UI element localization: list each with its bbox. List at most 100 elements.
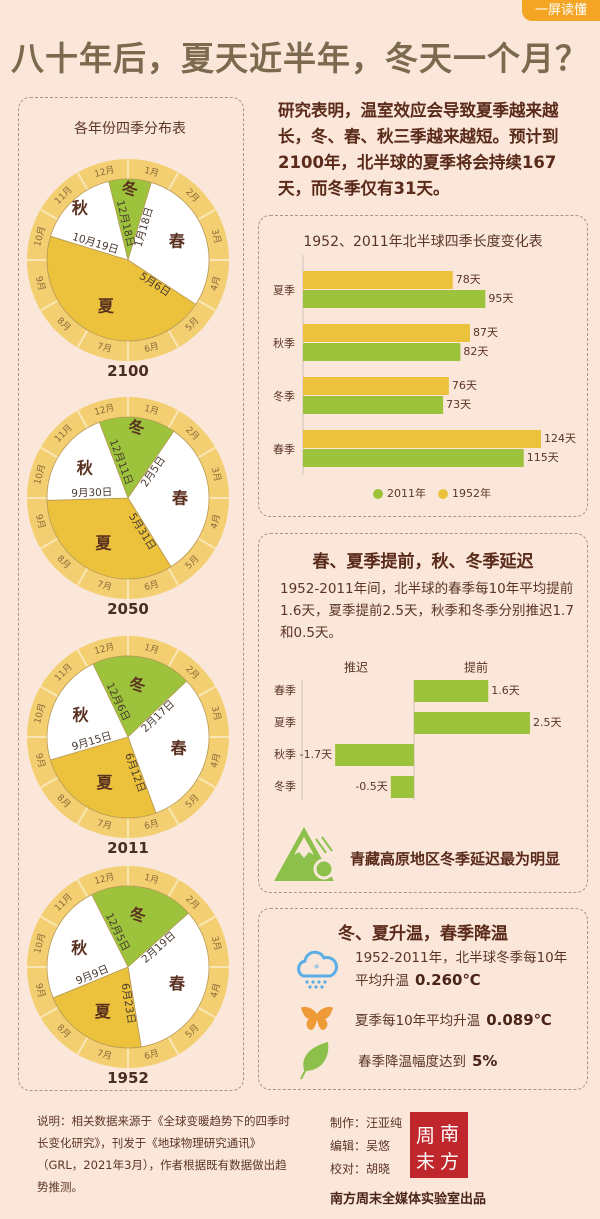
credit-proofreader: 校对：胡晓 — [330, 1162, 391, 1176]
month-divider — [197, 685, 216, 698]
bar-2011年 — [303, 449, 524, 467]
page-title: 八十年后，夏天近半年，冬天一个月？ — [11, 39, 589, 78]
month-label: 10月 — [32, 225, 48, 248]
month-label: 4月 — [209, 275, 223, 292]
month-label: 12月 — [93, 402, 116, 418]
pie-slice-summer — [52, 966, 142, 1049]
temperature-panel — [258, 908, 588, 1090]
bar-value-label: 82天 — [463, 345, 488, 358]
month-divider — [40, 299, 59, 312]
publisher-logo: 周南 末方 — [410, 1112, 468, 1178]
svg-text:末: 末 — [416, 1151, 435, 1173]
month-label: 6月 — [143, 341, 160, 355]
month-label: 12月 — [93, 871, 116, 887]
shift-bar — [390, 776, 414, 798]
winter-warming-text: 1952-2011年，北半球冬季每10年 平均升温 0.260℃ — [355, 947, 567, 992]
pie-year-label: 2050 — [107, 600, 149, 618]
month-divider — [167, 329, 180, 348]
month-divider — [197, 915, 216, 928]
season-name-winter: 冬 — [130, 905, 146, 924]
bar-value-label: 87天 — [473, 326, 498, 339]
pie-slice-autumn — [46, 663, 129, 761]
month-label: 12月 — [93, 164, 116, 180]
month-label: 1月 — [143, 872, 160, 886]
butterfly-icon — [301, 1006, 333, 1030]
category-label: 冬季 — [274, 779, 296, 793]
month-divider — [167, 567, 180, 586]
legend-label: 2011年 — [387, 486, 426, 500]
pie-slice-autumn — [46, 894, 129, 999]
month-divider — [197, 1006, 216, 1019]
season-name-spring: 春 — [168, 974, 186, 993]
category-label: 春季 — [274, 684, 296, 697]
pie-slice-summer — [49, 736, 157, 819]
category-label: 春季 — [273, 443, 295, 456]
bar-value-label: 78天 — [456, 273, 481, 286]
month-divider — [167, 172, 180, 191]
month-divider — [167, 1036, 180, 1055]
source-note: 说明：相关数据来源于《全球变暖趋势下的四季时长变化研究》，刊发于《地球物理研究通… — [37, 1114, 290, 1194]
season-name-autumn: 秋 — [72, 199, 89, 218]
category-label: 秋季 — [273, 336, 295, 350]
summer-warming-label: 夏季每10年平均升温 — [355, 1013, 481, 1029]
bar-value-label: 76天 — [452, 379, 477, 392]
season-name-winter: 冬 — [122, 180, 138, 199]
season-name-winter: 冬 — [128, 418, 144, 437]
month-label: 4月 — [209, 513, 223, 530]
month-divider — [40, 208, 59, 221]
month-label: 10月 — [32, 702, 48, 725]
bar-value-label: 73天 — [446, 398, 471, 411]
month-label: 9月 — [33, 513, 47, 530]
season-name-autumn: 秋 — [72, 705, 89, 724]
pie-slice-winter — [98, 416, 175, 499]
month-label: 3月 — [209, 935, 223, 952]
winter-warming-line2: 平均升温 — [355, 973, 409, 989]
pie-slice-spring — [127, 430, 210, 568]
credits: 制作：汪亚纯 编辑：吴悠 校对：胡晓 — [330, 1112, 402, 1181]
month-label: 7月 — [96, 341, 113, 355]
category-label: 夏季 — [273, 284, 295, 297]
month-label: 9月 — [33, 275, 47, 292]
leaf-icon — [300, 1042, 329, 1080]
month-divider — [197, 208, 216, 221]
bar-1952年 — [303, 271, 453, 289]
bar-value-label: 115天 — [527, 451, 559, 464]
pie-panel-title: 各年份四季分布表 — [74, 121, 186, 137]
season-name-spring: 春 — [170, 738, 188, 757]
month-divider — [167, 649, 180, 668]
season-shift-description: 1952-2011年间，北半球的春季每10年平均提前1.6天，夏季提前2.5天，… — [280, 581, 574, 641]
season-shift-title: 春、夏季提前，秋、冬季延迟 — [312, 552, 534, 572]
winter-warming-value: 0.260℃ — [415, 971, 481, 989]
month-label: 9月 — [33, 982, 47, 999]
pie-slice-winter — [92, 655, 188, 738]
month-divider — [197, 446, 216, 459]
season-name-spring: 春 — [171, 489, 189, 508]
month-divider — [40, 537, 59, 550]
logo-lettering: 周南 末方 — [416, 1123, 459, 1173]
month-label: 1月 — [143, 403, 160, 417]
summer-warming-value: 0.089℃ — [486, 1011, 552, 1029]
bar-2011年 — [303, 343, 461, 361]
publisher-credit: 南方周末全媒体实验室出品 — [330, 1192, 487, 1207]
legend-swatch — [373, 489, 383, 499]
bar-1952年 — [303, 377, 449, 395]
pie-slice-spring — [127, 680, 210, 814]
month-label: 6月 — [143, 579, 160, 593]
season-name-summer: 夏 — [94, 533, 112, 552]
bar-2011年 — [303, 290, 486, 308]
season-name-summer: 夏 — [94, 1002, 112, 1021]
spring-cooling-value: 5% — [472, 1052, 498, 1070]
category-label: 夏季 — [274, 716, 296, 729]
credit-producer: 制作：汪亚纯 — [330, 1116, 403, 1130]
season-distribution-panel — [18, 97, 244, 1091]
legend-swatch — [438, 489, 448, 499]
month-label: 3月 — [209, 466, 223, 483]
month-label: 6月 — [143, 1048, 160, 1062]
season-length-chart-title: 1952、2011年北半球四季长度变化表 — [303, 234, 543, 250]
pie-year-label: 2100 — [107, 362, 149, 380]
month-label: 9月 — [33, 752, 47, 769]
month-divider — [197, 537, 216, 550]
shift-bar — [414, 712, 530, 734]
